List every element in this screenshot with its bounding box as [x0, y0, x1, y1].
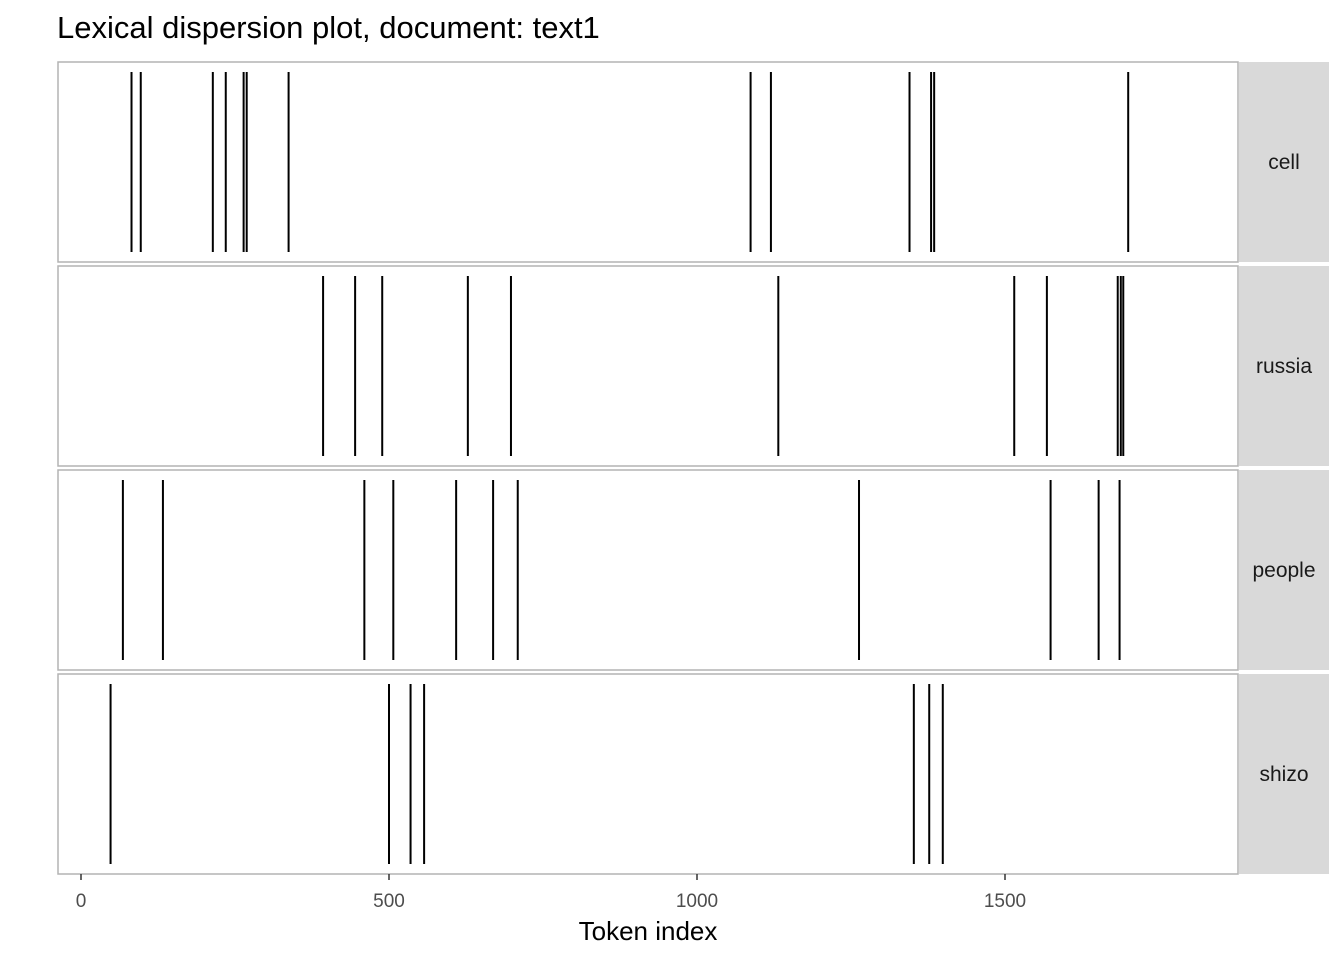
facet-label: russia — [1256, 355, 1312, 378]
chart-title: Lexical dispersion plot, document: text1 — [57, 10, 600, 45]
facet-label: people — [1252, 559, 1315, 582]
facet-panel-people: people — [57, 469, 1329, 671]
panel-border — [57, 265, 1239, 467]
facet-strip — [1239, 470, 1329, 670]
facet-panel-russia: russia — [57, 265, 1329, 467]
panel-border — [57, 469, 1239, 671]
facet-strip — [1239, 674, 1329, 874]
facet-label: shizo — [1259, 763, 1308, 786]
facet-strip — [1239, 62, 1329, 262]
x-tick-label: 1500 — [984, 891, 1026, 912]
facet-panel-shizo: shizo — [57, 673, 1329, 875]
facet-panel-cell: cell — [57, 61, 1329, 263]
x-axis: 0 500 1000 1500 — [76, 874, 1026, 912]
facet-label: cell — [1268, 151, 1300, 174]
x-tick-label: 0 — [76, 891, 87, 912]
panel-border — [57, 673, 1239, 875]
facet-panels: cell russia people shizo — [57, 61, 1329, 875]
x-tick-label: 1000 — [676, 891, 718, 912]
x-axis-title: Token index — [579, 916, 718, 946]
panel-border — [57, 61, 1239, 263]
facet-strip — [1239, 266, 1329, 466]
x-tick-label: 500 — [373, 891, 405, 912]
